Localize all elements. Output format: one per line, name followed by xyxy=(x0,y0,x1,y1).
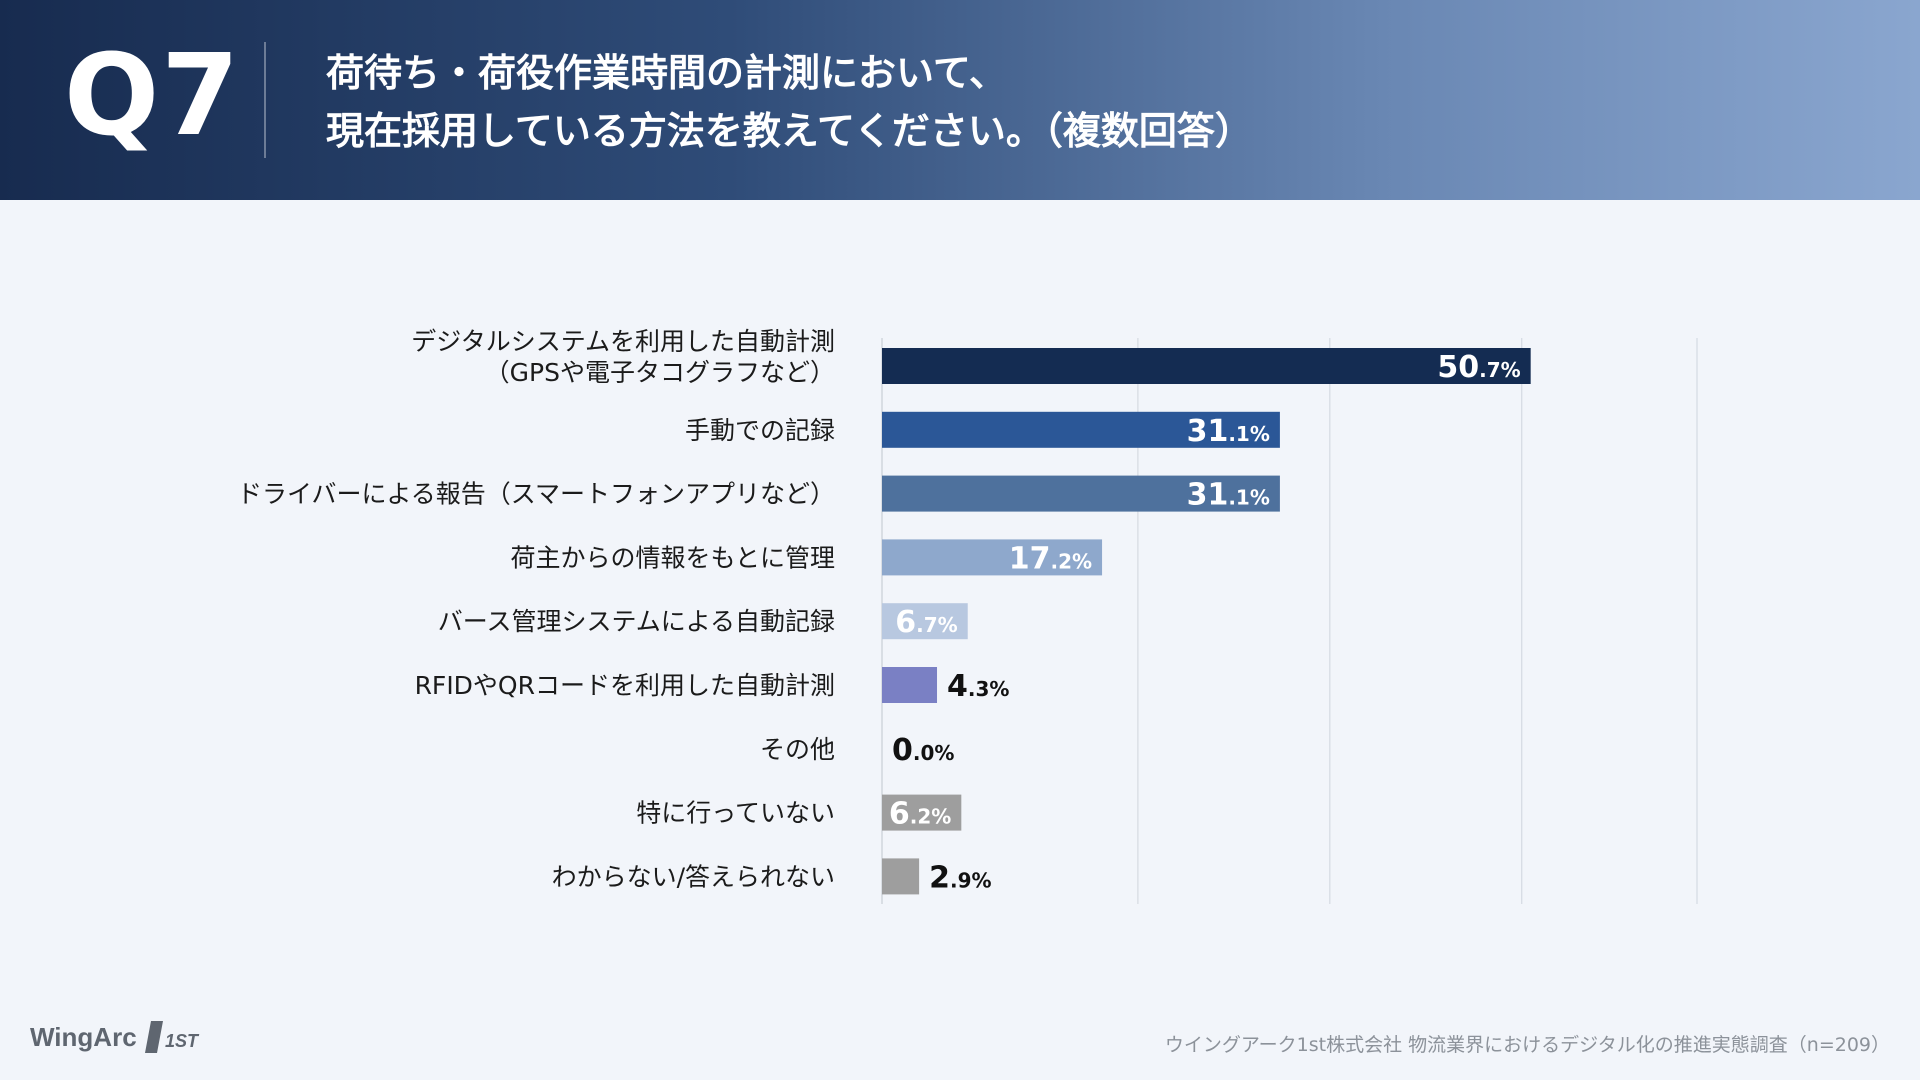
value-label: 6.7% xyxy=(895,605,957,640)
value-label: 31.1% xyxy=(1187,414,1270,449)
category-label: バース管理システムによる自動記録 xyxy=(438,607,835,636)
value-label-integer: 6 xyxy=(889,797,910,832)
category-label: その他 xyxy=(760,735,835,764)
value-label: 6.2% xyxy=(889,797,951,832)
value-label-decimal: .2% xyxy=(910,805,952,829)
bar xyxy=(882,667,938,703)
value-label-integer: 6 xyxy=(895,605,916,640)
category-label-line: （GPSや電子タコグラフなど） xyxy=(485,358,835,387)
question-number: Q7 xyxy=(64,31,242,161)
logo-mark-text: 1ST xyxy=(165,1031,200,1051)
question-title-line1: 荷待ち・荷役作業時間の計測において、 xyxy=(326,51,1007,95)
category-label: ドライバーによる報告（スマートフォンアプリなど） xyxy=(237,480,835,509)
question-title: 荷待ち・荷役作業時間の計測において、 現在採用している方法を教えてください。（複… xyxy=(326,44,1726,160)
category-label: 特に行っていない xyxy=(636,799,835,828)
value-label-integer: 4 xyxy=(947,669,968,704)
category-label: デジタルシステムを利用した自動計測（GPSや電子タコグラフなど） xyxy=(411,327,835,387)
value-label: 17.2% xyxy=(1009,541,1092,576)
logo-mark-icon: 1ST xyxy=(144,1021,200,1053)
value-label: 0.0% xyxy=(892,733,954,768)
bar xyxy=(882,348,1531,384)
value-label-decimal: .2% xyxy=(1051,549,1093,573)
bar xyxy=(882,411,1280,448)
value-label: 50.7% xyxy=(1437,350,1520,385)
value-label-decimal: .1% xyxy=(1228,422,1270,446)
value-label-integer: 31 xyxy=(1187,414,1229,449)
header-banner: Q7 荷待ち・荷役作業時間の計測において、 現在採用している方法を教えてください… xyxy=(0,0,1920,200)
category-label: わからない/答えられない xyxy=(552,862,835,891)
value-label-decimal: .7% xyxy=(916,613,958,637)
category-label: 手動での記録 xyxy=(685,416,835,445)
value-label: 4.3% xyxy=(947,669,1009,704)
value-label: 2.9% xyxy=(929,860,991,895)
bar xyxy=(882,603,968,640)
category-label: RFIDやQRコードを利用した自動計測 xyxy=(415,671,835,700)
bar xyxy=(882,858,920,895)
source-note: ウイングアーク1st株式会社 物流業界におけるデジタル化の推進実態調査（n=20… xyxy=(1164,1034,1890,1056)
bar xyxy=(882,475,1280,512)
value-label-integer: 0 xyxy=(892,733,913,768)
value-label-decimal: .3% xyxy=(968,677,1010,701)
value-label-decimal: .1% xyxy=(1228,486,1270,510)
value-label-decimal: .0% xyxy=(913,741,955,765)
bar xyxy=(882,539,1103,576)
wingarc-logo: WingArc 1ST xyxy=(30,1015,203,1059)
category-label-line: デジタルシステムを利用した自動計測 xyxy=(411,327,835,356)
logo-text: WingArc xyxy=(30,1021,137,1052)
category-label: 荷主からの情報をもとに管理 xyxy=(510,543,835,572)
value-label-integer: 17 xyxy=(1009,541,1051,576)
value-label-decimal: .7% xyxy=(1479,358,1521,382)
value-label-integer: 31 xyxy=(1187,478,1229,513)
value-label-integer: 50 xyxy=(1437,350,1479,385)
value-label-integer: 2 xyxy=(929,860,950,895)
header-divider xyxy=(264,42,266,158)
bar xyxy=(882,794,962,831)
value-label: 31.1% xyxy=(1187,478,1270,513)
value-label-decimal: .9% xyxy=(950,868,992,892)
question-title-line2: 現在採用している方法を教えてください。（複数回答） xyxy=(326,109,1253,153)
